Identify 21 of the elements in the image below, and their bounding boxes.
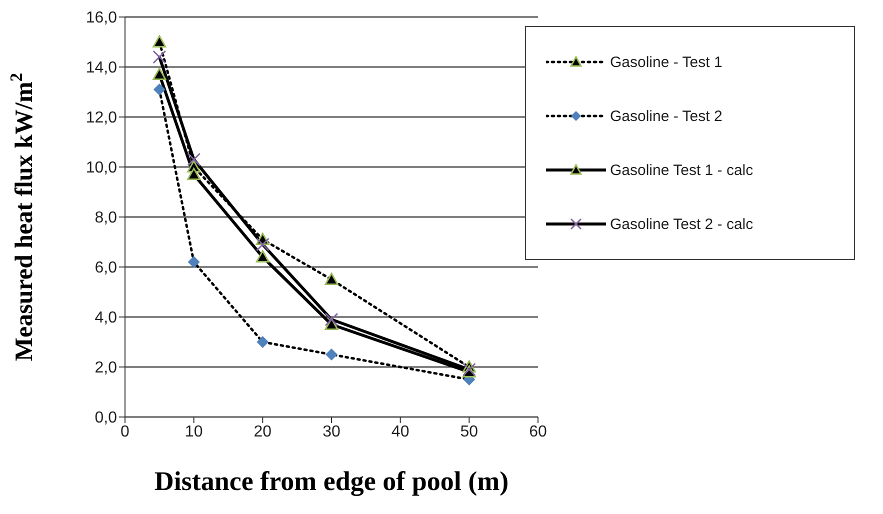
legend-label: Gasoline - Test 1 — [610, 54, 722, 70]
y-tick-label: 2,0 — [94, 360, 118, 377]
y-tick-label: 8,0 — [94, 210, 118, 227]
y-tick-label: 0,0 — [94, 410, 118, 427]
x-tick-label: 0 — [120, 423, 130, 440]
x-axis-title: Distance from edge of pool (m) — [154, 466, 509, 496]
legend-label: Gasoline Test 2 - calc — [610, 216, 754, 232]
legend-label: Gasoline - Test 2 — [610, 108, 722, 124]
y-tick-label: 16,0 — [86, 10, 118, 27]
y-tick-label: 4,0 — [94, 310, 118, 327]
x-tick-label: 20 — [254, 423, 272, 440]
y-tick-label: 10,0 — [86, 160, 118, 177]
legend-label: Gasoline Test 1 - calc — [610, 162, 754, 178]
x-tick-label: 60 — [529, 423, 547, 440]
y-tick-label: 14,0 — [86, 60, 118, 77]
y-tick-label: 12,0 — [86, 110, 118, 127]
x-tick-label: 40 — [391, 423, 410, 440]
x-tick-label: 50 — [460, 423, 478, 440]
x-tick-label: 30 — [322, 423, 340, 440]
x-tick-label: 10 — [184, 423, 203, 440]
y-tick-label: 6,0 — [94, 260, 118, 277]
